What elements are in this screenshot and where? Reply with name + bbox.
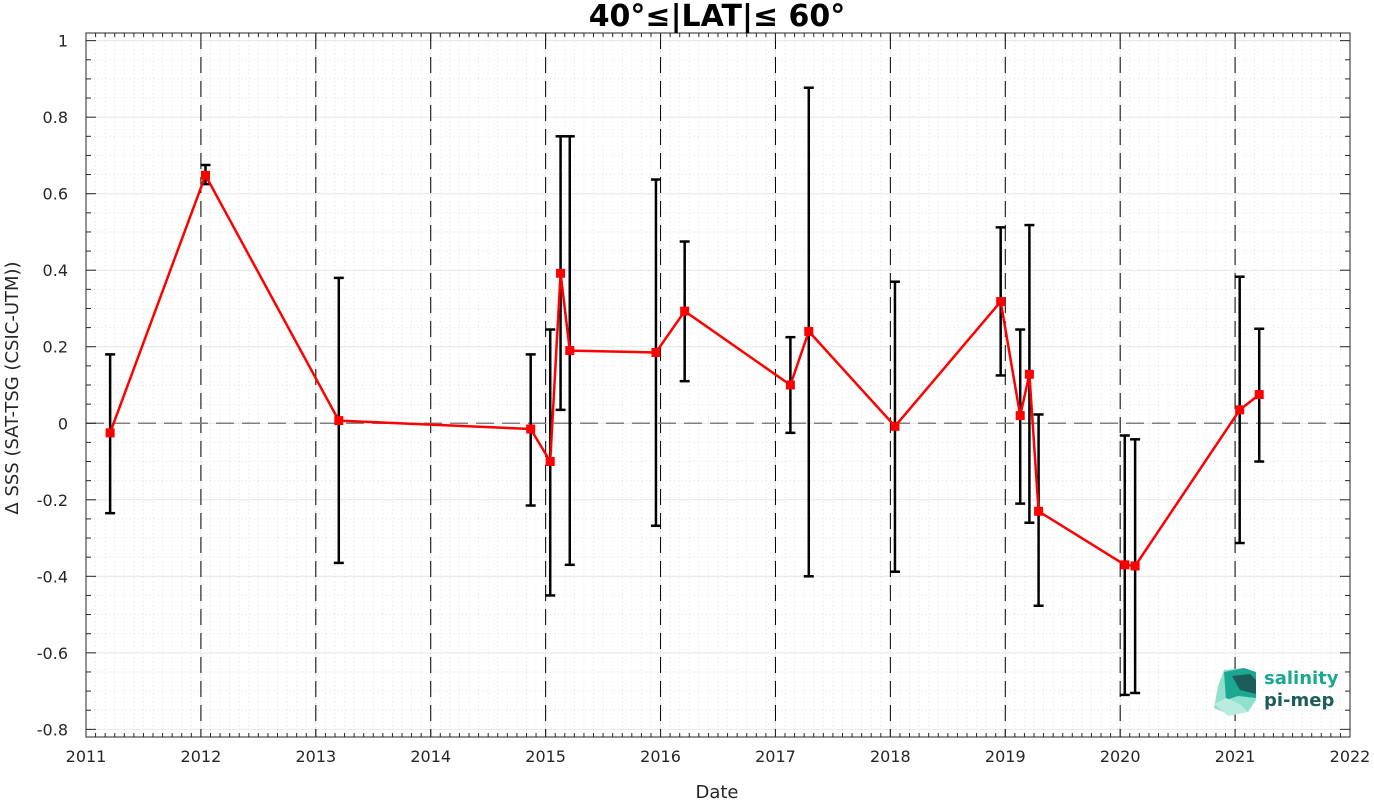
y-tick-label: 0.2 — [43, 338, 68, 357]
data-point-marker — [1024, 369, 1034, 379]
y-tick-label: 0 — [58, 414, 68, 433]
data-point-marker — [334, 416, 344, 426]
x-tick-label: 2021 — [1215, 747, 1256, 766]
x-axis-label: Date — [695, 782, 738, 801]
data-point-marker — [785, 380, 795, 390]
data-point-marker — [890, 421, 900, 431]
data-point-marker — [1254, 390, 1264, 400]
y-tick-label: -0.2 — [37, 491, 68, 510]
x-tick-label: 2017 — [755, 747, 796, 766]
x-tick-label: 2016 — [640, 747, 681, 766]
data-point-marker — [1015, 411, 1025, 421]
data-point-marker — [1034, 506, 1044, 516]
year-boundary-lines — [200, 33, 1236, 737]
data-point-marker — [680, 306, 690, 316]
data-point-marker — [545, 457, 555, 467]
tick-labels: 2011 2012 2013 2014 2015 2016 2017 2018 2019 2020… — [37, 32, 1371, 766]
x-tick-label: 2012 — [181, 747, 222, 766]
x-tick-label: 2022 — [1330, 747, 1371, 766]
x-tick-label: 2015 — [525, 747, 566, 766]
x-tick-label: 2014 — [410, 747, 451, 766]
y-tick-label: 0.8 — [43, 108, 68, 127]
y-tick-label: 0.4 — [43, 261, 68, 280]
logo-text-salinity: salinity — [1264, 668, 1339, 689]
x-tick-label: 2011 — [66, 747, 107, 766]
chart-title: 40°≤|LAT|≤ 60° — [589, 0, 846, 34]
y-tick-label: -0.6 — [37, 644, 68, 663]
x-tick-label: 2018 — [870, 747, 911, 766]
data-point-marker — [1120, 560, 1130, 570]
y-tick-label: 0.6 — [43, 185, 68, 204]
x-tick-label: 2020 — [1100, 747, 1141, 766]
y-axis-label: Δ SSS (SAT-TSG (CSIC-UTM)) — [2, 261, 23, 514]
y-tick-label: 1 — [58, 32, 68, 51]
data-point-marker — [804, 326, 814, 336]
data-point-marker — [201, 170, 211, 180]
data-point-marker — [651, 347, 661, 357]
y-tick-label: -0.4 — [37, 567, 68, 586]
data-point-marker — [996, 297, 1006, 307]
data-point-marker — [565, 346, 575, 356]
data-markers — [105, 170, 1264, 571]
data-point-marker — [1130, 561, 1140, 571]
logo-text-pi-mep: pi-mep — [1264, 690, 1334, 711]
data-point-marker — [526, 424, 536, 434]
series-line — [108, 174, 1260, 568]
data-line — [108, 174, 1260, 568]
data-point-marker — [105, 428, 115, 438]
data-point-marker — [556, 268, 566, 278]
axes — [85, 32, 1351, 738]
salinity-pi-mep-logo: salinity pi-mep — [1214, 668, 1339, 716]
x-tick-label: 2019 — [985, 747, 1026, 766]
data-point-marker — [1235, 405, 1245, 415]
wave-logo-icon — [1214, 668, 1256, 716]
x-tick-label: 2013 — [295, 747, 336, 766]
grid — [85, 33, 1351, 737]
y-tick-label: -0.8 — [37, 720, 68, 739]
